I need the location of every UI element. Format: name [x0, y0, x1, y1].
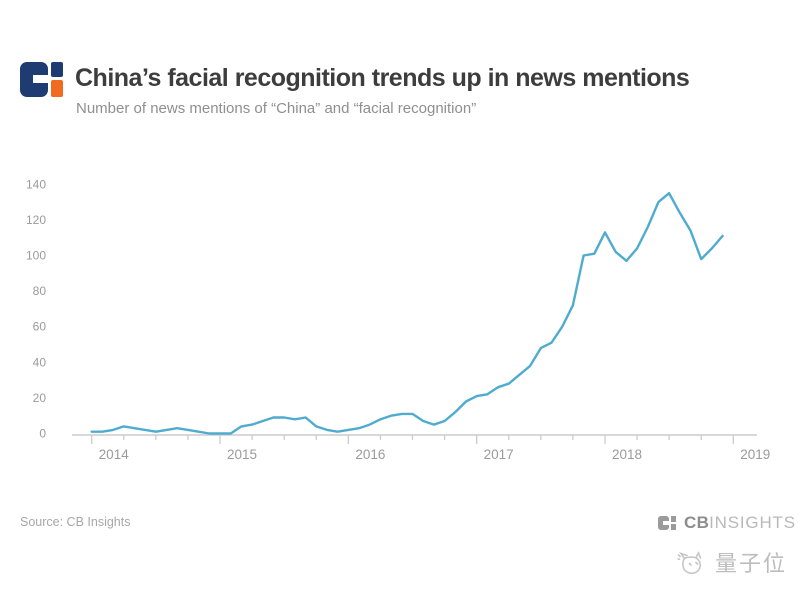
page-title: China’s facial recognition trends up in …: [75, 64, 690, 92]
source-note: Source: CB Insights: [20, 515, 131, 529]
qbitai-watermark: 量子位: [676, 546, 787, 578]
y-axis-label: 0: [39, 427, 46, 441]
cb-insights-footer-icon: [658, 516, 680, 530]
cb-insights-footer-logo: CB INSIGHTS: [658, 513, 796, 532]
x-axis-label: 2016: [355, 447, 385, 462]
footer-brand-insights: INSIGHTS: [709, 513, 796, 532]
x-axis-label: 2014: [99, 447, 130, 462]
footer-brand-cb: CB: [684, 513, 710, 532]
x-axis-label: 2015: [227, 447, 257, 462]
y-axis-label: 120: [26, 213, 46, 227]
y-axis-label: 140: [26, 177, 46, 191]
x-axis-label: 2019: [740, 447, 770, 462]
logo-white-notch: [33, 75, 48, 83]
qbitai-mascot-icon: [677, 551, 702, 575]
y-axis-label: 80: [33, 284, 47, 298]
page-subtitle: Number of news mentions of “China” and “…: [76, 100, 477, 117]
logo-blue-square: [51, 62, 63, 77]
x-axis-label: 2018: [612, 447, 642, 462]
y-axis-label: 40: [33, 355, 47, 369]
y-axis-label: 60: [33, 320, 47, 334]
logo-orange-square: [51, 80, 63, 97]
y-axis-label: 100: [26, 249, 46, 263]
data-line-news-mentions: [90, 191, 724, 435]
cb-insights-logo: [20, 61, 64, 97]
y-axis-label: 20: [33, 391, 47, 405]
x-axis-label: 2017: [484, 447, 514, 462]
watermark-text: 量子位: [715, 551, 788, 576]
header: China’s facial recognition trends up in …: [75, 60, 785, 118]
